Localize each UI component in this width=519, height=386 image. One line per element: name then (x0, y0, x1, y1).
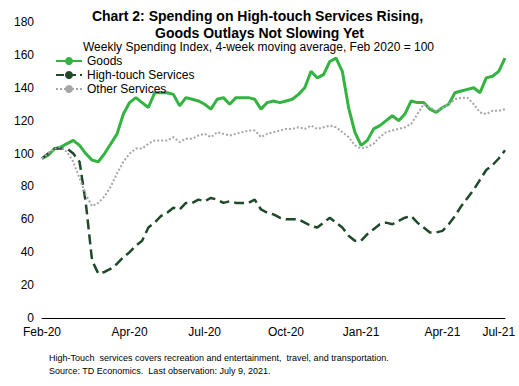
svg-text:Jan-21: Jan-21 (343, 325, 380, 339)
svg-text:140: 140 (14, 81, 34, 95)
svg-text:Jul-20: Jul-20 (188, 325, 221, 339)
svg-text:High-Touch services covers re: High-Touch services covers recreation an… (49, 353, 389, 363)
svg-text:100: 100 (14, 147, 34, 161)
svg-text:Chart 2: Spending on High-touc: Chart 2: Spending on High-touch Services… (92, 8, 427, 24)
svg-text:160: 160 (14, 48, 34, 62)
svg-text:High-touch Services: High-touch Services (87, 68, 194, 82)
svg-text:Oct-20: Oct-20 (268, 325, 304, 339)
svg-text:Goods: Goods (87, 54, 122, 68)
svg-text:Jul-21: Jul-21 (482, 325, 515, 339)
svg-text:0: 0 (27, 311, 34, 325)
svg-text:Weekly Spending Index, 4-week: Weekly Spending Index, 4-week moving ave… (83, 40, 434, 54)
svg-text:60: 60 (21, 212, 35, 226)
svg-text:120: 120 (14, 114, 34, 128)
svg-text:20: 20 (21, 278, 35, 292)
svg-text:Apr-20: Apr-20 (112, 325, 148, 339)
svg-text:Apr-21: Apr-21 (424, 325, 460, 339)
svg-text:180: 180 (14, 15, 34, 29)
svg-text:Other Services: Other Services (87, 82, 166, 96)
svg-text:Feb-20: Feb-20 (23, 325, 61, 339)
svg-text:Goods Outlays Not Slowing Yet: Goods Outlays Not Slowing Yet (155, 25, 364, 41)
svg-text:40: 40 (21, 245, 35, 259)
svg-text:Source: TD Economics. Last ob: Source: TD Economics. Last observation: … (49, 366, 270, 376)
svg-text:80: 80 (21, 179, 35, 193)
